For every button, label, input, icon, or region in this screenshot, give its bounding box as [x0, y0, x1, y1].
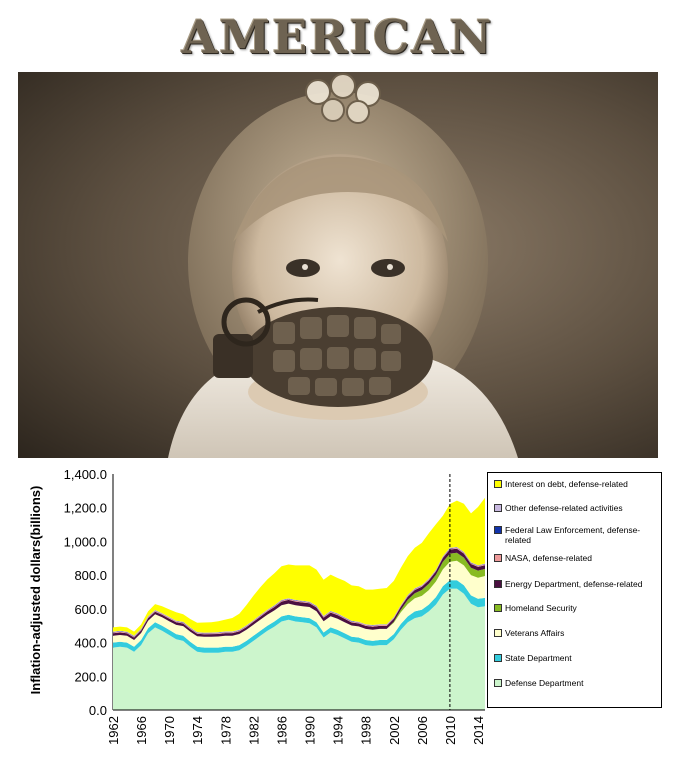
x-tick-label: 1986: [274, 716, 289, 745]
legend-label: NASA, defense-related: [505, 553, 592, 563]
area-energy-department-defense-related: [113, 548, 485, 640]
legend-swatch: [494, 604, 502, 612]
x-tick-label: 2006: [415, 716, 430, 745]
y-tick-label: 0.0: [89, 703, 107, 718]
area-defense-department: [113, 588, 485, 710]
y-axis: 0.0 200.0 400.0 600.0 800.0 1,000.0 1,200.0 1,4…: [64, 467, 114, 718]
legend-swatch: [494, 580, 502, 588]
hair-bow: [305, 73, 381, 124]
grenade-icon: [213, 297, 433, 407]
defense-spending-chart: 0.0 200.0 400.0 600.0 800.0 1,000.0 1,200.0 1,4…: [0, 460, 675, 784]
x-tick-label: 1970: [162, 716, 177, 745]
y-tick-label: 800.0: [74, 568, 107, 583]
y-tick-label: 1,400.0: [64, 467, 107, 482]
y-axis-label: Inflation-adjusted dollars(billions): [28, 486, 43, 695]
legend-swatch: [494, 654, 502, 662]
y-tick-label: 600.0: [74, 602, 107, 617]
legend-swatch: [494, 526, 502, 534]
legend-swatch: [494, 554, 502, 562]
x-tick-label: 2014: [471, 716, 486, 745]
area-veterans-affairs: [113, 560, 485, 648]
x-tick-label: 1962: [106, 716, 121, 745]
y-tick-label: 200.0: [74, 669, 107, 684]
x-tick-label: 1994: [331, 716, 346, 745]
legend-label: Federal Law Enforcement, defense-related: [505, 525, 641, 545]
page-title: AMERICAN INHERITANCE: [135, 10, 538, 126]
legend-label: Defense Department: [505, 678, 584, 688]
chart-legend: Interest on debt, defense-related Other d…: [487, 472, 662, 708]
legend-label: State Department: [505, 653, 572, 663]
x-tick-label: 1990: [303, 716, 318, 745]
x-tick-label: 1974: [190, 716, 205, 745]
legend-swatch: [494, 480, 502, 488]
x-tick-label: 1966: [134, 716, 149, 745]
legend-label: Energy Department, defense-related: [505, 579, 643, 589]
legend-label: Other defense-related activities: [505, 503, 623, 513]
y-tick-label: 1,200.0: [64, 501, 107, 516]
x-tick-label: 2002: [387, 716, 402, 745]
legend-label: Interest on debt, defense-related: [505, 479, 628, 489]
legend-swatch: [494, 504, 502, 512]
legend-swatch: [494, 629, 502, 637]
area-state-department: [113, 580, 485, 653]
area-homeland-security: [113, 552, 485, 640]
legend-label: Homeland Security: [505, 603, 577, 613]
child-holding-grenade-photo: [18, 72, 658, 458]
stacked-areas: [113, 474, 485, 710]
legend-label: Veterans Affairs: [505, 628, 565, 638]
x-tick-label: 1998: [359, 716, 374, 745]
legend-swatch: [494, 679, 502, 687]
area-interest-on-debt-defense-related: [113, 497, 485, 636]
x-tick-label: 1982: [246, 716, 261, 745]
x-tick-label: 2010: [443, 716, 458, 745]
x-tick-label: 1978: [218, 716, 233, 745]
y-tick-label: 400.0: [74, 636, 107, 651]
x-axis: 1962 1966 1970 1974 1978 1982 1986 1990 1994 1998…: [106, 709, 486, 745]
y-tick-label: 1,000.0: [64, 534, 107, 549]
